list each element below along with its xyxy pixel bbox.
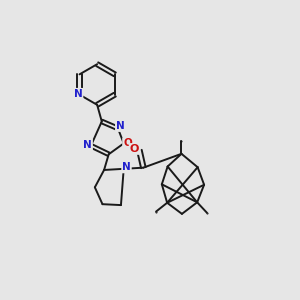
Text: N: N — [116, 121, 124, 131]
Text: O: O — [130, 144, 139, 154]
Text: O: O — [123, 138, 132, 148]
Text: N: N — [74, 89, 82, 99]
Text: N: N — [122, 162, 131, 172]
Text: N: N — [83, 140, 92, 150]
